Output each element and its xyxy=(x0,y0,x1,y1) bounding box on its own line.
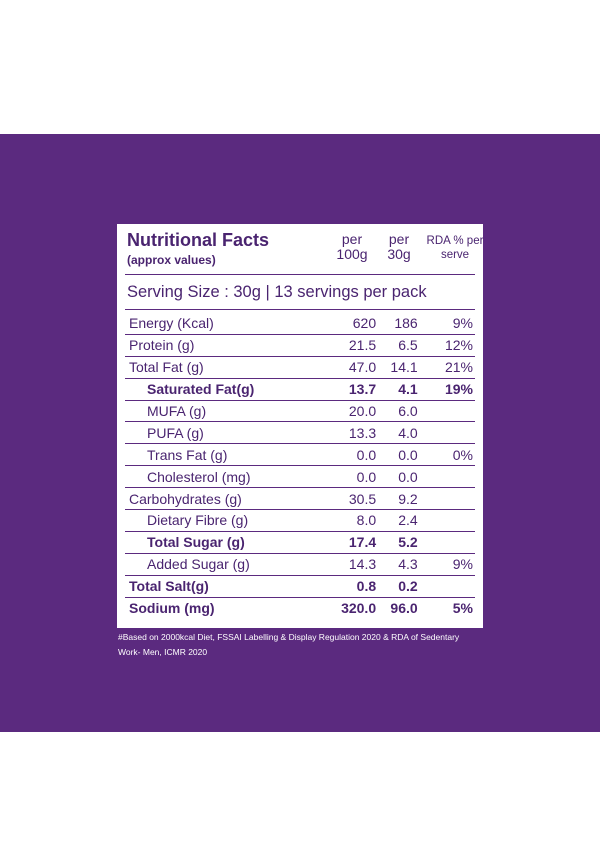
value-per-30g: 2.4 xyxy=(376,509,418,532)
nutrient-name: Energy (Kcal) xyxy=(125,313,327,335)
nutrient-name: Trans Fat (g) xyxy=(125,443,327,467)
nutrient-name: Protein (g) xyxy=(125,334,327,357)
value-rda: 19% xyxy=(417,378,475,401)
value-per-100g: 8.0 xyxy=(326,509,377,532)
nutrition-label: Nutritional Facts (approx values) per 10… xyxy=(117,224,483,628)
table-row: Trans Fat (g) 0.0 0.0 0% xyxy=(125,443,475,467)
value-per-100g: 0.8 xyxy=(326,575,377,598)
value-per-100g: 14.3 xyxy=(326,553,377,576)
value-rda: 0% xyxy=(417,443,475,467)
value-rda xyxy=(417,487,475,511)
column-header-rda: RDA % per serve xyxy=(426,235,484,261)
value-rda: 21% xyxy=(417,356,475,379)
value-per-100g: 17.4 xyxy=(326,531,377,554)
table-row: Cholesterol (mg) 0.0 0.0 xyxy=(125,465,475,489)
nutrient-name: Added Sugar (g) xyxy=(125,553,327,576)
value-rda xyxy=(417,575,475,598)
table-row: Protein (g) 21.5 6.5 12% xyxy=(125,334,475,357)
value-rda: 12% xyxy=(417,334,475,357)
value-per-100g: 47.0 xyxy=(326,356,377,379)
value-per-30g: 6.0 xyxy=(376,400,418,423)
table-row: Total Fat (g) 47.0 14.1 21% xyxy=(125,356,475,379)
nutrient-name: Total Fat (g) xyxy=(125,356,327,379)
value-rda xyxy=(417,421,475,445)
value-per-100g: 320.0 xyxy=(341,600,377,617)
serving-size: Serving Size : 30g | 13 servings per pac… xyxy=(125,274,475,310)
value-per-100g: 21.5 xyxy=(326,334,377,357)
value-per-100g: 30.5 xyxy=(326,487,377,511)
table-row: PUFA (g) 13.3 4.0 xyxy=(125,421,475,445)
nutrient-name: Total Sugar (g) xyxy=(125,531,327,554)
table-row: Saturated Fat(g) 13.7 4.1 19% xyxy=(125,378,475,401)
value-rda: 9% xyxy=(417,553,475,576)
value-per-30g: 4.0 xyxy=(376,421,418,445)
table-row: Carbohydrates (g) 30.5 9.2 xyxy=(125,487,475,511)
value-rda: 5% xyxy=(452,600,473,617)
value-per-30g: 0.2 xyxy=(376,575,418,598)
value-per-30g: 9.2 xyxy=(376,487,418,511)
value-per-30g: 0.0 xyxy=(376,443,418,467)
nutrient-name: Dietary Fibre (g) xyxy=(125,509,327,532)
nutrient-name: Saturated Fat(g) xyxy=(125,378,327,401)
value-rda xyxy=(417,400,475,423)
value-per-30g: 96.0 xyxy=(390,600,418,617)
column-header-per-30g: per 30g xyxy=(387,231,411,262)
value-per-100g: 0.0 xyxy=(326,443,377,467)
nutrient-name: Cholesterol (mg) xyxy=(125,465,327,489)
table-row: Sodium (mg) 320.0 96.0 5% xyxy=(125,597,475,618)
value-per-30g: 0.0 xyxy=(376,465,418,489)
value-per-30g: 5.2 xyxy=(376,531,418,554)
table-row: Total Salt(g) 0.8 0.2 xyxy=(125,575,475,598)
table-row: Added Sugar (g) 14.3 4.3 9% xyxy=(125,553,475,576)
label-title: Nutritional Facts xyxy=(127,230,270,250)
value-rda xyxy=(417,531,475,554)
footnote: #Based on 2000kcal Diet, FSSAI Labelling… xyxy=(118,632,460,657)
value-rda xyxy=(417,509,475,532)
nutrient-name: Carbohydrates (g) xyxy=(125,487,327,511)
value-per-100g: 0.0 xyxy=(326,465,377,489)
label-header: Nutritional Facts (approx values) per 10… xyxy=(125,230,483,272)
table-row: Total Sugar (g) 17.4 5.2 xyxy=(125,531,475,554)
label-subtitle: (approx values) xyxy=(127,253,216,267)
value-per-100g: 20.0 xyxy=(326,400,377,423)
nutrient-name: Total Salt(g) xyxy=(125,575,327,598)
value-rda: 9% xyxy=(417,313,475,335)
nutrient-name: Sodium (mg) xyxy=(129,600,215,617)
value-per-100g: 13.3 xyxy=(326,421,377,445)
value-per-30g: 4.3 xyxy=(376,553,418,576)
value-per-100g: 620 xyxy=(326,313,377,335)
value-per-30g: 4.1 xyxy=(376,378,418,401)
table-row: Energy (Kcal) 620 186 9% xyxy=(125,313,475,335)
value-per-30g: 6.5 xyxy=(376,334,418,357)
table-row: MUFA (g) 20.0 6.0 xyxy=(125,400,475,423)
value-per-100g: 13.7 xyxy=(326,378,377,401)
value-rda xyxy=(417,465,475,489)
nutrition-table: Energy (Kcal) 620 186 9% Protein (g) 21.… xyxy=(125,313,475,618)
value-per-30g: 14.1 xyxy=(376,356,418,379)
value-per-30g: 186 xyxy=(376,313,418,335)
nutrient-name: PUFA (g) xyxy=(125,421,327,445)
column-header-per-100g: per 100g xyxy=(336,231,368,262)
nutrient-name: MUFA (g) xyxy=(125,400,327,423)
table-row: Dietary Fibre (g) 8.0 2.4 xyxy=(125,509,475,532)
